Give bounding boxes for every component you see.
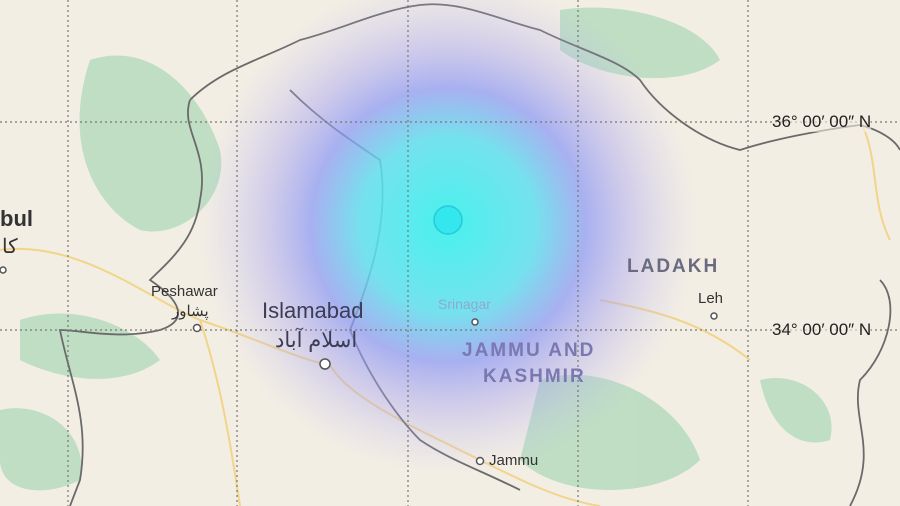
latitude-label-34n: 34° 00′ 00″ N xyxy=(772,320,872,340)
label-ladakh: LADAKH xyxy=(627,256,720,277)
label-islamabad-native: اسلام آباد xyxy=(275,329,358,352)
label-peshawar-native: پشاور xyxy=(172,303,209,320)
label-kabul: bul xyxy=(0,206,33,231)
label-jammu-kashmir-line1: JAMMU AND xyxy=(462,340,596,361)
label-leh: Leh xyxy=(698,290,724,307)
epicenter-marker[interactable] xyxy=(433,205,463,235)
city-markers xyxy=(0,266,718,466)
label-peshawar: Peshawar xyxy=(151,283,218,300)
label-jammu-kashmir-line2: KASHMIR xyxy=(483,366,586,387)
label-kabul-native: کا xyxy=(2,236,18,258)
latitude-label-36n: 36° 00′ 00″ N xyxy=(772,112,872,132)
label-islamabad: Islamabad xyxy=(262,298,364,323)
label-jammu: Jammu xyxy=(489,452,539,469)
label-srinagar: Srinagar xyxy=(438,296,491,312)
